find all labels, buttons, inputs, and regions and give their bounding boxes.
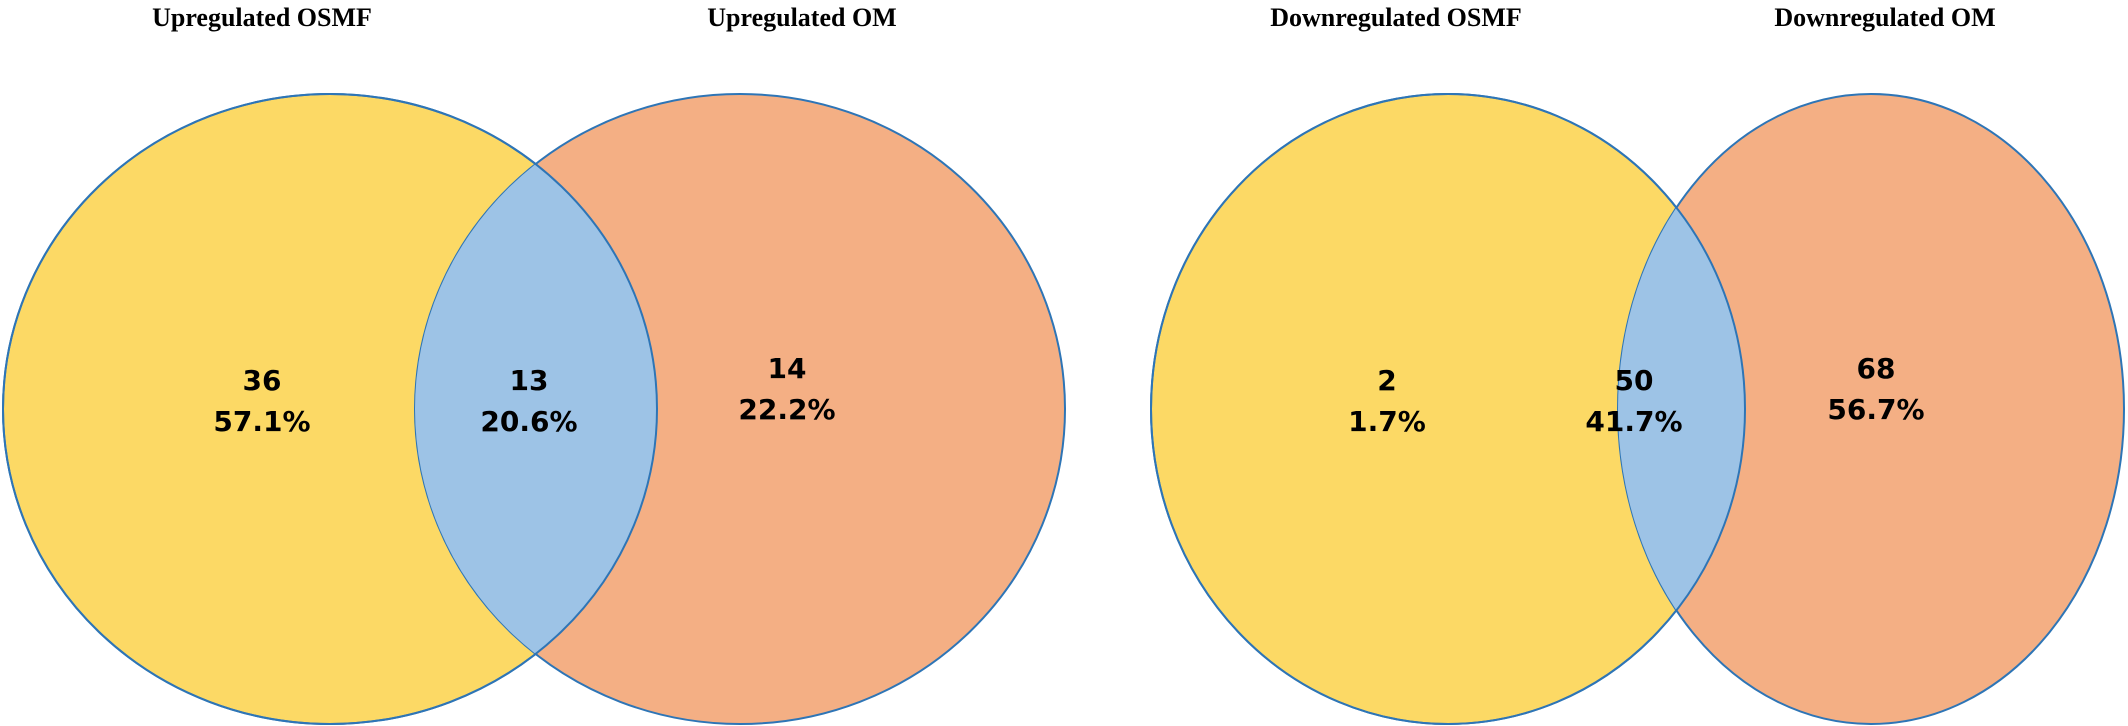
percent-upregulated-osmf-only: 57.1% <box>213 405 310 438</box>
venn-upregulated: Upregulated OSMF Upregulated OM 36 57.1%… <box>2 3 1066 725</box>
title-upregulated-om: Upregulated OM <box>707 3 896 32</box>
count-downregulated-overlap: 50 <box>1615 364 1654 397</box>
circle-upregulated-osmf-outline <box>2 93 658 725</box>
count-upregulated-osmf-only: 36 <box>243 364 282 397</box>
title-downregulated-om: Downregulated OM <box>1774 3 1995 32</box>
count-upregulated-om-only: 14 <box>768 352 807 385</box>
title-downregulated-osmf: Downregulated OSMF <box>1270 3 1522 32</box>
title-upregulated-osmf: Upregulated OSMF <box>152 3 372 32</box>
percent-downregulated-overlap: 41.7% <box>1585 405 1682 438</box>
percent-upregulated-overlap: 20.6% <box>480 405 577 438</box>
circle-downregulated-osmf-outline <box>1150 93 1746 725</box>
count-upregulated-overlap: 13 <box>510 364 549 397</box>
percent-downregulated-osmf-only: 1.7% <box>1348 405 1426 438</box>
percent-downregulated-om-only: 56.7% <box>1827 393 1924 426</box>
count-downregulated-osmf-only: 2 <box>1377 364 1396 397</box>
count-downregulated-om-only: 68 <box>1857 352 1896 385</box>
percent-upregulated-om-only: 22.2% <box>738 393 835 426</box>
venn-downregulated: Downregulated OSMF Downregulated OM 2 1.… <box>1150 3 2125 725</box>
overlap-upregulated <box>415 94 657 724</box>
